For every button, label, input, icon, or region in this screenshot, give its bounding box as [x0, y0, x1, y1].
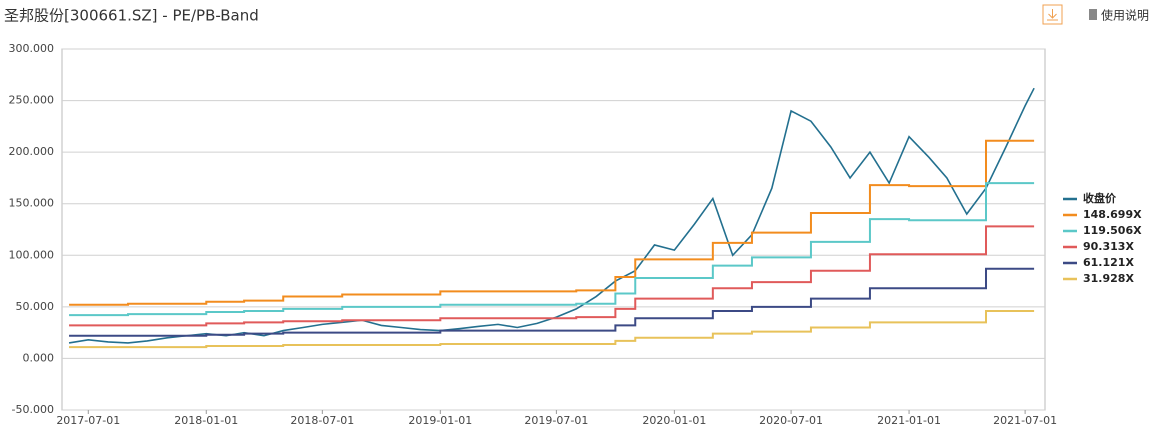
series-line: [69, 182, 1035, 317]
legend-label: 61.121X: [1083, 256, 1134, 269]
legend-label: 收盘价: [1083, 191, 1117, 205]
y-tick-label: 50.000: [16, 300, 55, 313]
plot-area: [61, 48, 1046, 411]
help-label[interactable]: 使用说明: [1101, 8, 1149, 23]
legend-label: 31.928X: [1083, 272, 1134, 285]
help-button[interactable]: 使用说明: [1089, 8, 1149, 23]
series-line: [69, 139, 1035, 306]
legend-label: 90.313X: [1083, 240, 1134, 253]
help-icon: [1089, 9, 1097, 20]
y-tick-label: 200.000: [9, 145, 55, 158]
download-button[interactable]: [1042, 4, 1063, 25]
chart-title: 圣邦股份[300661.SZ] - PE/PB-Band: [4, 7, 259, 25]
x-tick-label: 2021-01-01: [877, 414, 941, 427]
series-line: [69, 309, 1035, 349]
download-glyph: [1047, 9, 1058, 21]
legend-label: 119.506X: [1083, 224, 1142, 237]
y-tick-label: 300.000: [9, 42, 55, 55]
x-tick-label: 2020-07-01: [759, 414, 823, 427]
y-tick-label: 0.000: [23, 351, 55, 364]
y-tick-label: 150.000: [9, 197, 55, 210]
x-tick-label: 2017-07-01: [56, 414, 120, 427]
y-tick-label: 100.000: [9, 248, 55, 261]
y-tick-label: 250.000: [9, 94, 55, 107]
x-tick-label: 2018-01-01: [174, 414, 238, 427]
x-tick-label: 2020-01-01: [642, 414, 706, 427]
x-tick-label: 2019-01-01: [408, 414, 472, 427]
legend-label: 148.699X: [1083, 208, 1142, 221]
x-tick-label: 2019-07-01: [524, 414, 588, 427]
x-tick-label: 2018-07-01: [290, 414, 354, 427]
series-line: [69, 267, 1035, 337]
x-tick-label: 2021-07-01: [993, 414, 1057, 427]
y-tick-label: -50.000: [12, 403, 54, 416]
series-line: [69, 225, 1035, 327]
